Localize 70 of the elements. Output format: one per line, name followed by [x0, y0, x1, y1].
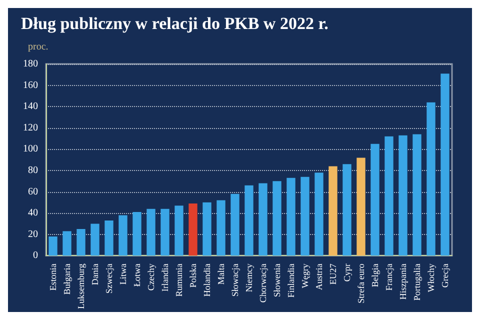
x-tick-label: Francja	[384, 264, 394, 291]
y-tick-label: 180	[23, 58, 38, 70]
x-tick-label: Estonia	[48, 264, 58, 291]
y-tick-label: 0	[33, 250, 38, 262]
x-tick-label: Słowacja	[230, 264, 240, 297]
x-tick-label: Cypr	[342, 264, 352, 282]
x-tick-label: Austria	[314, 264, 324, 290]
bar	[174, 206, 184, 256]
x-tick-label: Czechy	[146, 263, 156, 291]
y-tick-label: 160	[23, 80, 38, 91]
bar	[370, 144, 380, 256]
bar	[188, 203, 198, 256]
y-tick-label: 80	[28, 164, 38, 176]
x-tick-label: Hiszpania	[398, 264, 408, 300]
bar	[440, 74, 450, 256]
bar	[244, 185, 254, 256]
bar	[300, 176, 310, 256]
x-tick-label: EU27	[328, 263, 338, 285]
bar	[412, 134, 422, 256]
x-tick-label: Łotwa	[132, 264, 142, 287]
bar	[314, 172, 324, 256]
x-tick-label: Rumunia	[174, 264, 184, 297]
x-tick-label: Niemcy	[244, 263, 254, 292]
x-tick-label: Holandia	[202, 264, 212, 297]
x-tick-label: Luksemburg	[76, 263, 86, 310]
bar	[216, 200, 226, 256]
x-tick-label: Litwa	[118, 264, 128, 285]
x-tick-label: Irlandia	[160, 264, 170, 292]
chart-title: Dług publiczny w relacji do PKB w 2022 r.	[21, 14, 328, 33]
x-tick-label: Strefa euro	[356, 263, 366, 304]
x-tick-label: Finlandia	[286, 264, 296, 298]
bar	[160, 208, 170, 256]
bar	[146, 208, 156, 256]
y-tick-label: 120	[23, 122, 38, 134]
bar	[398, 135, 408, 256]
bar	[132, 212, 142, 256]
bar	[118, 215, 128, 256]
x-tick-label: Włochy	[426, 263, 436, 292]
bar	[356, 158, 366, 256]
y-tick-label: 40	[28, 208, 38, 219]
x-tick-label: Malta	[216, 264, 226, 285]
bar	[426, 102, 436, 256]
bar	[48, 236, 58, 256]
bar	[62, 231, 72, 256]
bar	[342, 164, 352, 256]
bar	[258, 183, 268, 256]
y-tick-label: 140	[23, 101, 38, 112]
y-axis-title: proc.	[28, 42, 48, 52]
x-tick-label: Chorwacja	[258, 264, 268, 303]
y-tick-label: 60	[28, 186, 38, 198]
x-tick-label: Grecja	[440, 264, 450, 288]
x-tick-label: Belgia	[370, 264, 380, 288]
bar	[272, 181, 282, 256]
x-tick-label: Szwecja	[104, 264, 114, 294]
y-tick-label: 100	[23, 144, 38, 155]
bar	[202, 202, 212, 256]
bar	[384, 136, 394, 256]
bar	[104, 220, 114, 256]
x-tick-label: Polska	[188, 264, 198, 288]
x-tick-label: Dania	[90, 264, 100, 286]
x-tick-label: Słowenia	[272, 264, 282, 298]
bar	[230, 194, 240, 256]
bar	[328, 166, 338, 256]
bar	[90, 224, 100, 256]
bar	[286, 178, 296, 256]
x-tick-label: Węgry	[300, 263, 310, 288]
x-tick-label: Bułgaria	[62, 264, 72, 295]
x-tick-label: Portugalia	[412, 264, 422, 301]
bar	[76, 229, 86, 256]
y-tick-label: 20	[28, 228, 38, 240]
